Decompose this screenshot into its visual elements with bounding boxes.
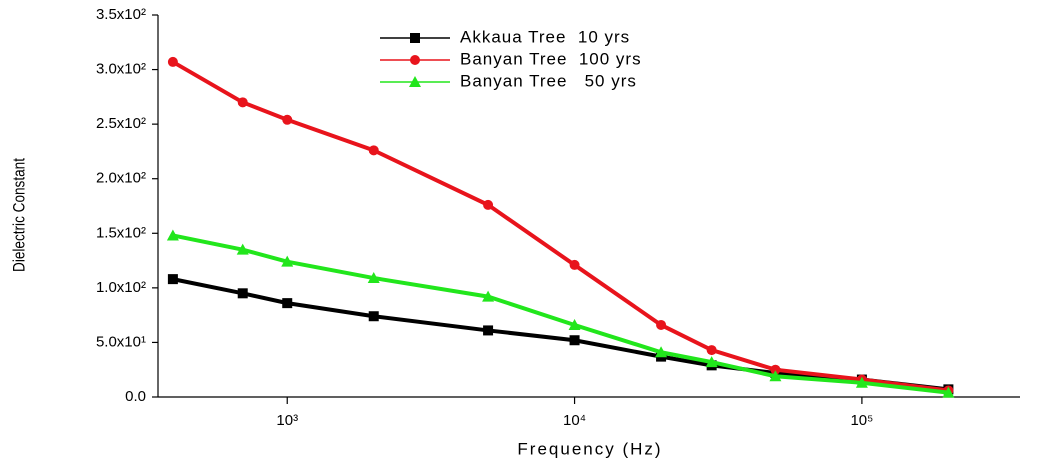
marker bbox=[237, 288, 248, 299]
y-tick-label: 1.0x10² bbox=[96, 279, 146, 296]
marker bbox=[409, 76, 421, 87]
marker bbox=[705, 356, 718, 368]
marker bbox=[942, 386, 955, 398]
series-line bbox=[172, 233, 949, 395]
marker bbox=[656, 319, 667, 330]
legend-label: Akkaua Tree 10 yrs bbox=[460, 27, 630, 46]
legend-label: Banyan Tree 100 yrs bbox=[460, 49, 642, 68]
legend: Akkaua Tree 10 yrs Banyan Tree 100 yrs Ban… bbox=[380, 27, 642, 90]
marker bbox=[655, 346, 668, 358]
marker bbox=[281, 255, 294, 267]
marker bbox=[368, 311, 379, 322]
x-tick-label: 10⁴ bbox=[563, 412, 586, 429]
marker bbox=[236, 243, 249, 255]
marker bbox=[483, 199, 494, 210]
x-tick-label: 10³ bbox=[276, 412, 298, 429]
marker bbox=[367, 272, 380, 284]
series-line bbox=[172, 277, 949, 392]
marker bbox=[769, 370, 782, 382]
y-tick-label: 2.5x10² bbox=[96, 115, 146, 132]
marker bbox=[368, 145, 379, 156]
marker bbox=[410, 33, 420, 43]
series-line bbox=[171, 60, 949, 393]
marker bbox=[410, 55, 420, 65]
x-tick-label: 10⁵ bbox=[850, 412, 873, 429]
marker bbox=[483, 325, 494, 336]
marker bbox=[167, 274, 178, 285]
marker bbox=[482, 290, 495, 302]
marker bbox=[568, 318, 581, 330]
marker bbox=[706, 345, 717, 356]
y-tick-label: 0.0 bbox=[125, 388, 146, 405]
marker bbox=[282, 298, 293, 309]
marker bbox=[282, 114, 293, 125]
marker bbox=[166, 229, 179, 241]
y-axis-label: Dielectric Constant bbox=[10, 157, 29, 272]
y-tick-label: 1.5x10² bbox=[96, 224, 146, 241]
marker bbox=[770, 364, 781, 375]
legend-label: Banyan Tree 50 yrs bbox=[460, 71, 637, 90]
marker bbox=[237, 97, 248, 108]
marker bbox=[167, 56, 178, 67]
y-tick-label: 3.5x10² bbox=[96, 6, 146, 23]
marker bbox=[569, 335, 580, 346]
x-axis-label: Frequency (Hz) bbox=[517, 439, 662, 458]
marker bbox=[569, 259, 580, 270]
marker bbox=[855, 376, 868, 388]
y-tick-label: 5.0x10¹ bbox=[96, 333, 146, 350]
y-tick-label: 2.0x10² bbox=[96, 170, 146, 187]
y-tick-label: 3.0x10² bbox=[96, 61, 146, 78]
